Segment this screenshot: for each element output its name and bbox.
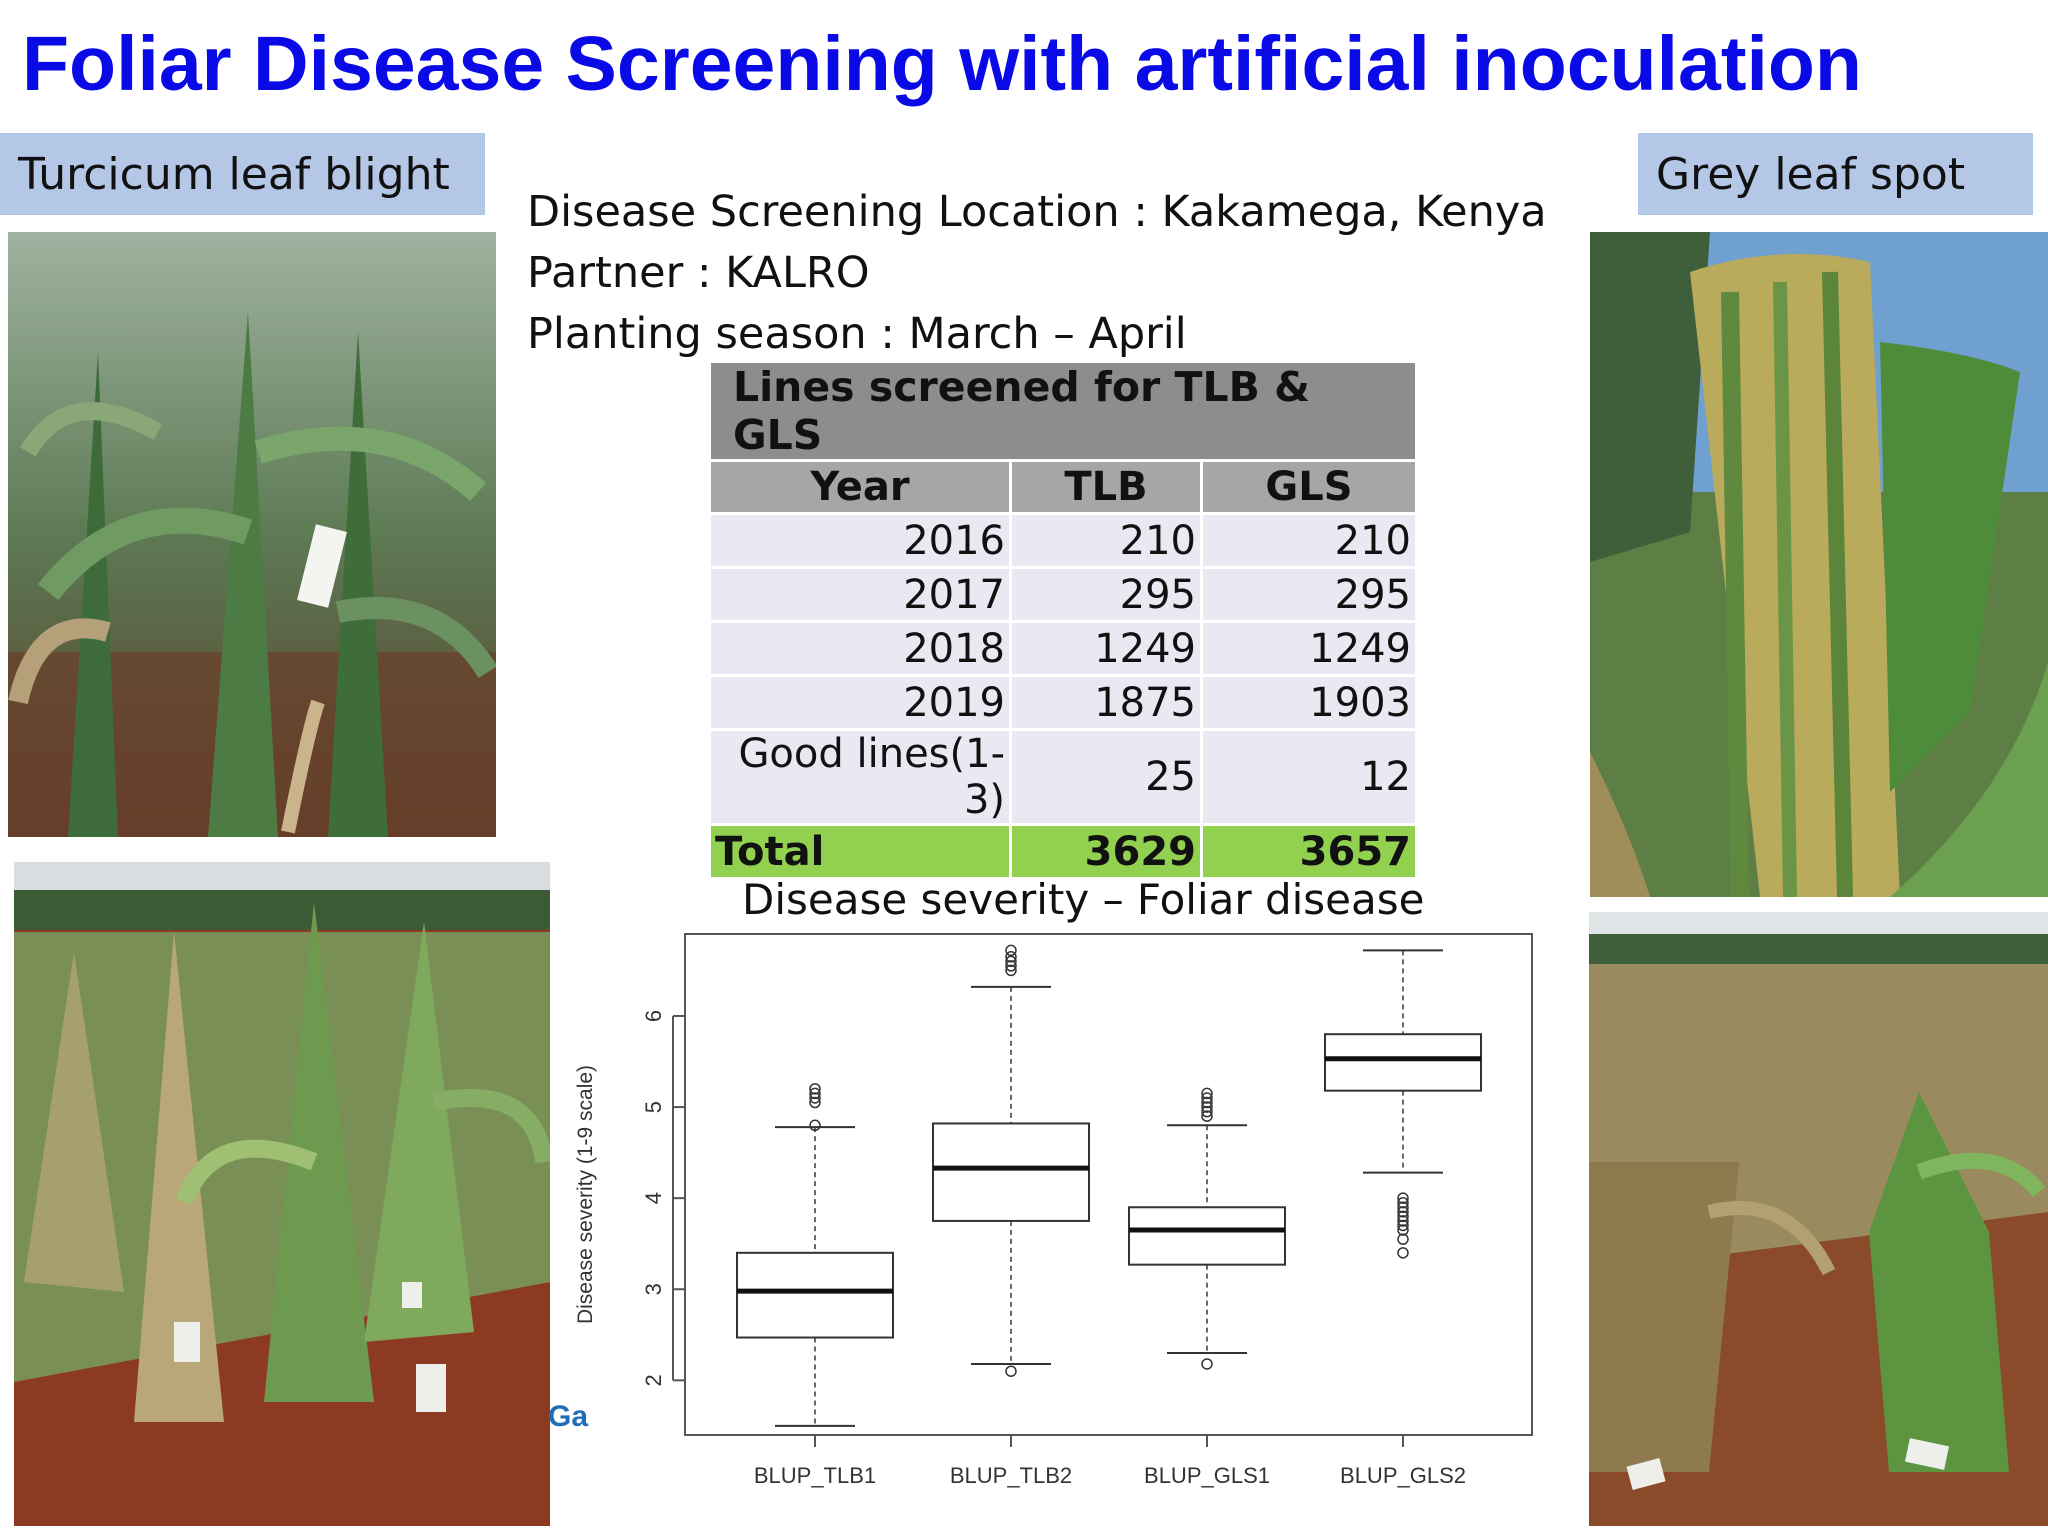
outlier-point (809, 1083, 821, 1095)
table-row: 2016 210 210 (708, 512, 1418, 569)
total-tlb: 3629 (1009, 823, 1203, 880)
cell-year: 2017 (708, 566, 1012, 623)
y-axis-label: Disease severity (1-9 scale) (574, 1065, 597, 1324)
table-caption: Lines screened for TLB & GLS (708, 360, 1418, 462)
outlier-point (1397, 1192, 1409, 1204)
total-row: Total 3629 3657 (708, 823, 1418, 880)
outlier-point (1397, 1210, 1409, 1223)
outlier-point (809, 1092, 821, 1104)
cell-year: Good lines(1-3) (708, 728, 1012, 826)
gls-field-photo (1589, 912, 2048, 1526)
outlier-point (1201, 1358, 1213, 1370)
box-blup_tlb2 (932, 1122, 1090, 1222)
outlier-point (1005, 955, 1017, 968)
outlier-point (1005, 944, 1017, 957)
outlier-point (1005, 960, 1017, 972)
outlier-point (1005, 951, 1017, 963)
info-location: Disease Screening Location : Kakamega, K… (527, 187, 1547, 237)
outlier-point (1397, 1215, 1409, 1227)
logo-fragment: Ga (548, 1400, 589, 1433)
cell-tlb: 25 (1009, 728, 1203, 826)
y-tick-label: 4 (641, 1192, 666, 1204)
header-gls: GLS (1200, 459, 1418, 515)
outlier-point (809, 1087, 821, 1100)
x-tick-label: BLUP_TLB1 (754, 1463, 876, 1488)
table-row: 2018 1249 1249 (708, 620, 1418, 677)
lines-screened-table: Lines screened for TLB & GLS Year TLB GL… (708, 360, 1418, 880)
cell-gls: 295 (1200, 566, 1418, 623)
cell-tlb: 1249 (1009, 620, 1203, 677)
y-tick-label: 2 (641, 1374, 666, 1386)
turcicum-label: Turcicum leaf blight (0, 133, 485, 215)
table-row: Good lines(1-3) 25 12 (708, 728, 1418, 826)
cell-gls: 210 (1200, 512, 1418, 569)
box-blup_gls1 (1128, 1206, 1286, 1266)
plot-frame (684, 933, 1533, 1436)
outlier-point (1005, 1365, 1017, 1377)
x-tick-label: BLUP_TLB2 (950, 1463, 1072, 1488)
tlb-leaf-photo (8, 232, 496, 837)
slide-title: Foliar Disease Screening with artificial… (22, 21, 1862, 107)
y-tick-label: 5 (641, 1101, 666, 1113)
cell-tlb: 210 (1009, 512, 1203, 569)
info-partner: Partner : KALRO (527, 248, 870, 298)
box-blup_gls2 (1324, 1033, 1482, 1092)
outlier-point (1397, 1201, 1409, 1214)
cell-tlb: 295 (1009, 566, 1203, 623)
cell-year: 2016 (708, 512, 1012, 569)
header-year: Year (708, 459, 1012, 515)
total-label: Total (708, 823, 1012, 880)
cell-gls: 12 (1200, 728, 1418, 826)
cell-year: 2018 (708, 620, 1012, 677)
cell-tlb: 1875 (1009, 674, 1203, 731)
outlier-point (1201, 1110, 1213, 1122)
cell-gls: 1249 (1200, 620, 1418, 677)
outlier-point (1397, 1247, 1409, 1259)
cell-gls: 1903 (1200, 674, 1418, 731)
outlier-point (809, 1096, 821, 1109)
table-row: 2017 295 295 (708, 566, 1418, 623)
outlier-point (1005, 964, 1017, 977)
outlier-point (1397, 1196, 1409, 1209)
screening-info: Disease Screening Location : Kakamega, K… (527, 182, 1547, 365)
info-season: Planting season : March – April (527, 309, 1187, 359)
total-gls: 3657 (1200, 823, 1418, 880)
y-tick-label: 3 (641, 1283, 666, 1295)
table-row: 2019 1875 1903 (708, 674, 1418, 731)
y-tick-label: 6 (641, 1010, 666, 1022)
grey-leaf-spot-label: Grey leaf spot (1638, 133, 2033, 215)
x-tick-label: BLUP_GLS1 (1144, 1463, 1270, 1488)
cell-year: 2019 (708, 674, 1012, 731)
gls-leaf-photo (1590, 232, 2048, 897)
box-blup_tlb1 (736, 1251, 894, 1339)
outlier-point (1397, 1224, 1409, 1236)
x-tick-label: BLUP_GLS2 (1340, 1463, 1466, 1488)
outlier-point (1397, 1233, 1409, 1245)
outlier-point (1397, 1206, 1409, 1218)
outlier-point (1201, 1092, 1213, 1104)
outlier-point (1397, 1219, 1409, 1232)
plot-title: Disease severity – Foliar disease (742, 875, 1425, 924)
outlier-point (809, 1119, 821, 1132)
header-tlb: TLB (1009, 459, 1203, 515)
outlier-point (1201, 1087, 1213, 1100)
outlier-point (1201, 1105, 1213, 1118)
outlier-point (1201, 1101, 1213, 1113)
disease-severity-boxplot: 2 3 4 5 6 Disease severity (1-9 scale) BLUP_TL… (574, 933, 1533, 1488)
tlb-field-photo (14, 862, 550, 1526)
outlier-point (1201, 1096, 1213, 1109)
